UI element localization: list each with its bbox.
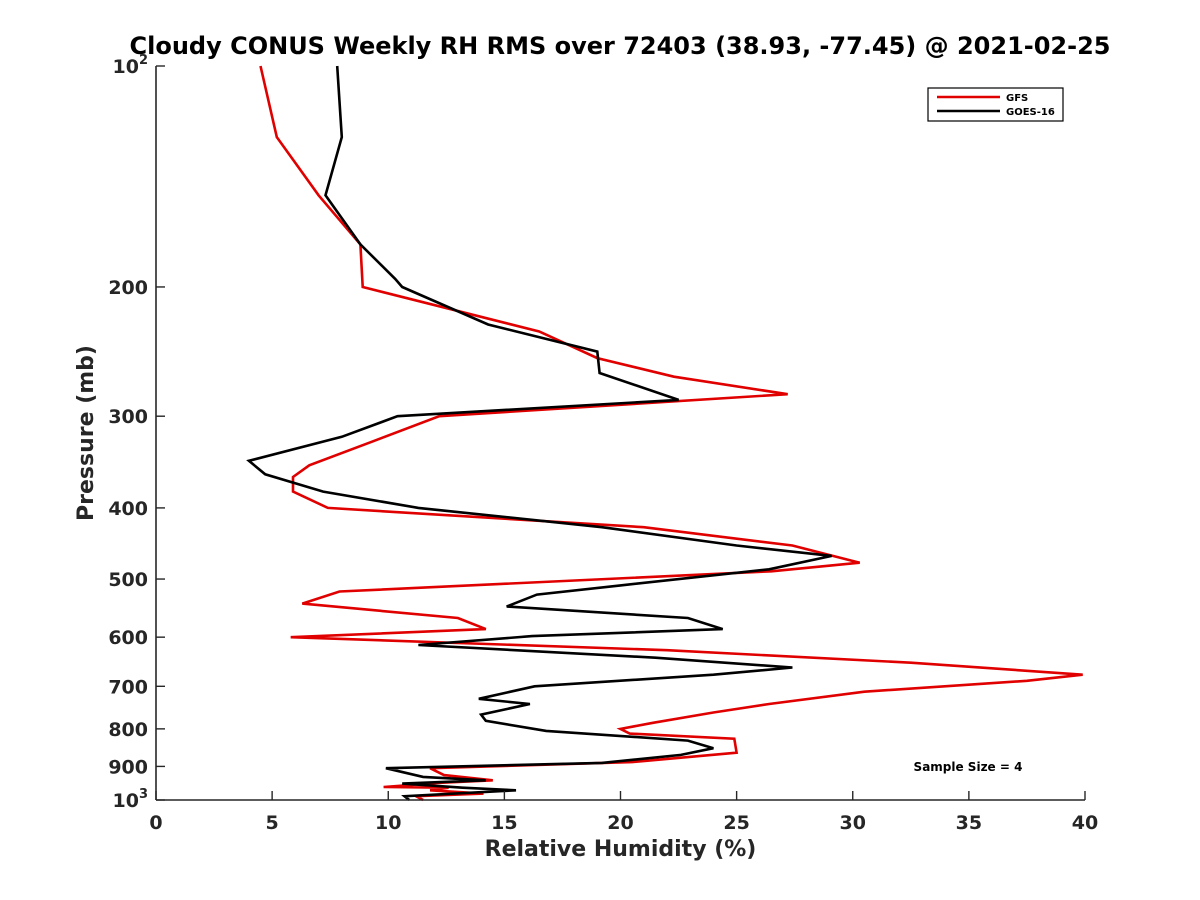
- x-tick-label: 15: [491, 812, 517, 834]
- x-tick-label: 5: [266, 812, 279, 834]
- x-tick-label: 30: [840, 812, 866, 834]
- legend: GFS GOES-16: [927, 87, 1064, 122]
- legend-label-goes-16: GOES-16: [1006, 107, 1055, 118]
- x-tick-label: 25: [723, 812, 749, 834]
- legend-items: GFS GOES-16: [937, 93, 1055, 118]
- series-line-goes-16: [246, 65, 833, 802]
- y-axis-label: Pressure (mb): [74, 345, 99, 521]
- y-tick-label: 400: [108, 498, 148, 520]
- y-tick-label: 600: [108, 627, 148, 649]
- sample-size-annotation: Sample Size = 4: [914, 760, 1023, 774]
- series-line-gfs: [259, 65, 1083, 802]
- y-tick-label: 900: [108, 756, 148, 778]
- x-tick-label: 0: [149, 812, 162, 834]
- series-layer: [246, 65, 1083, 802]
- plot-area: 0 5 10 15 20 25 30 35 40 102 200 300 400 500 600 700 80…: [108, 53, 1098, 834]
- legend-box: [927, 87, 1064, 122]
- y-tick-label: 103: [113, 787, 149, 812]
- y-tick-label: 102: [113, 53, 149, 78]
- x-axis-label: Relative Humidity (%): [485, 837, 757, 862]
- chart-title: Cloudy CONUS Weekly RH RMS over 72403 (3…: [130, 32, 1111, 60]
- y-tick-label: 300: [108, 406, 148, 428]
- x-axis-ticks: 0 5 10 15 20 25 30 35 40: [149, 791, 1098, 834]
- y-tick-label: 700: [108, 676, 148, 698]
- x-tick-label: 40: [1072, 812, 1098, 834]
- y-axis-ticks: 102 200 300 400 500 600 700 800 900 103: [108, 53, 165, 812]
- x-tick-label: 10: [375, 812, 401, 834]
- y-tick-label: 800: [108, 719, 148, 741]
- legend-label-gfs: GFS: [1006, 93, 1028, 104]
- y-tick-label: 200: [108, 277, 148, 299]
- x-tick-label: 35: [956, 812, 982, 834]
- y-tick-label: 500: [108, 569, 148, 591]
- x-tick-label: 20: [607, 812, 633, 834]
